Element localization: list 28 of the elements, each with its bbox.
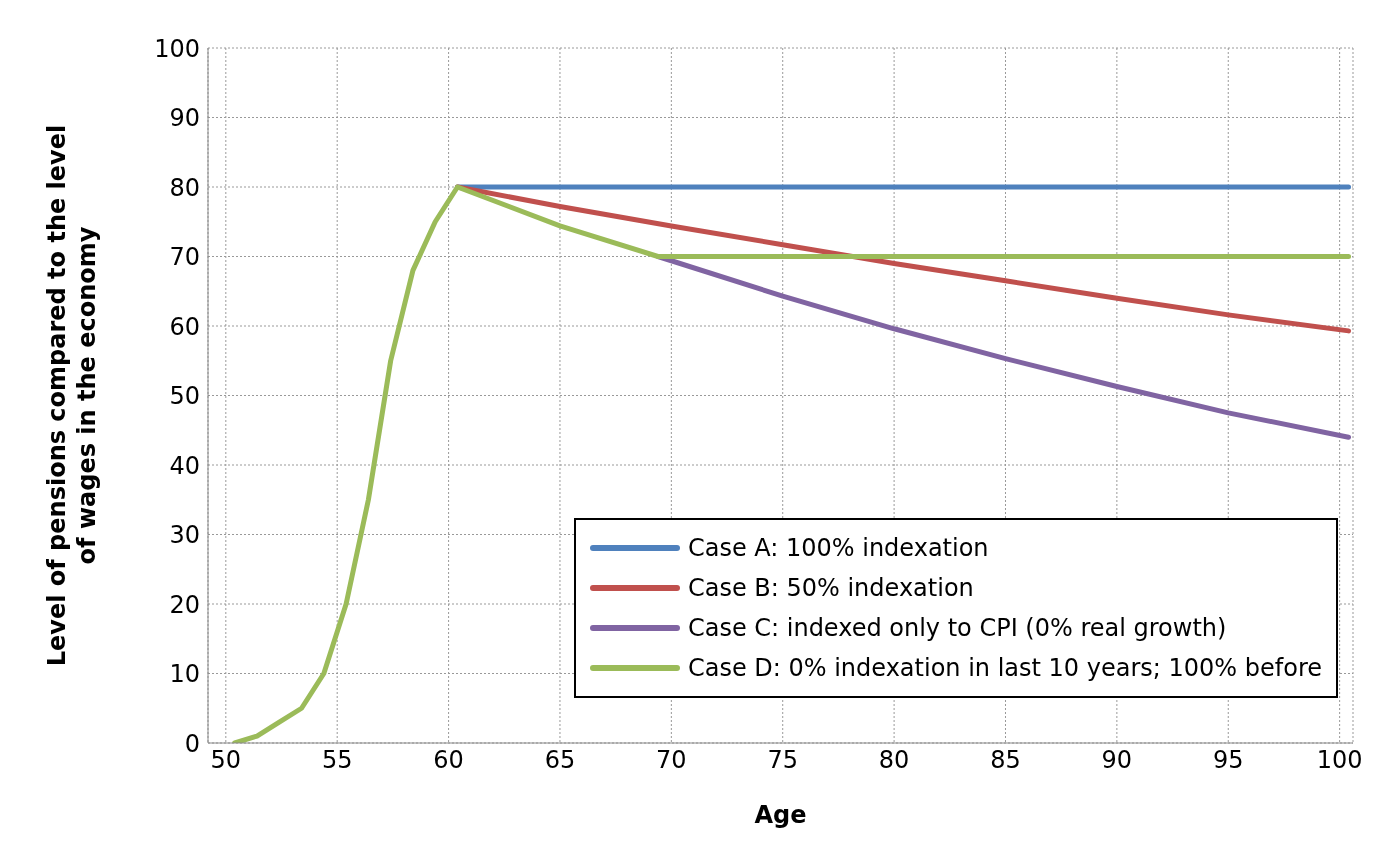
y-tick-label: 60 xyxy=(169,312,200,341)
x-tick-label: 60 xyxy=(433,746,464,775)
y-tick-label: 0 xyxy=(184,729,200,758)
x-tick-label: 70 xyxy=(656,746,687,775)
y-axis-title: Level of pensions compared to the level of wages in the economy xyxy=(43,124,101,667)
y-tick-label: 70 xyxy=(169,243,200,272)
y-tick-label: 20 xyxy=(169,590,200,619)
legend-label: Case B: 50% indexation xyxy=(687,574,974,602)
y-tick-label: 80 xyxy=(169,173,200,202)
x-axis-title: Age xyxy=(754,801,807,829)
x-tick-label: 80 xyxy=(878,746,910,775)
x-tick-label: 65 xyxy=(544,746,576,775)
x-tick-label: 85 xyxy=(990,746,1021,775)
x-tick-label: 50 xyxy=(210,746,242,775)
legend-label: Case A: 100% indexation xyxy=(687,534,989,562)
x-tick-label: 75 xyxy=(767,746,798,775)
y-tick-label: 30 xyxy=(169,521,200,550)
x-tick-label: 100 xyxy=(1316,746,1363,775)
y-tick-label: 40 xyxy=(169,451,200,480)
x-tick-label: 95 xyxy=(1212,746,1244,775)
y-tick-label: 90 xyxy=(169,104,200,133)
x-tick-label: 90 xyxy=(1101,746,1133,775)
legend-label: Case C: indexed only to CPI (0% real growth) xyxy=(687,614,1227,642)
legend-label: Case D: 0% indexation in last 10 years; 100% before xyxy=(687,654,1322,682)
y-tick-label: 50 xyxy=(169,382,200,411)
y-tick-label: 100 xyxy=(154,34,200,63)
y-tick-label: 10 xyxy=(169,660,200,689)
x-tick-label: 55 xyxy=(321,746,353,775)
